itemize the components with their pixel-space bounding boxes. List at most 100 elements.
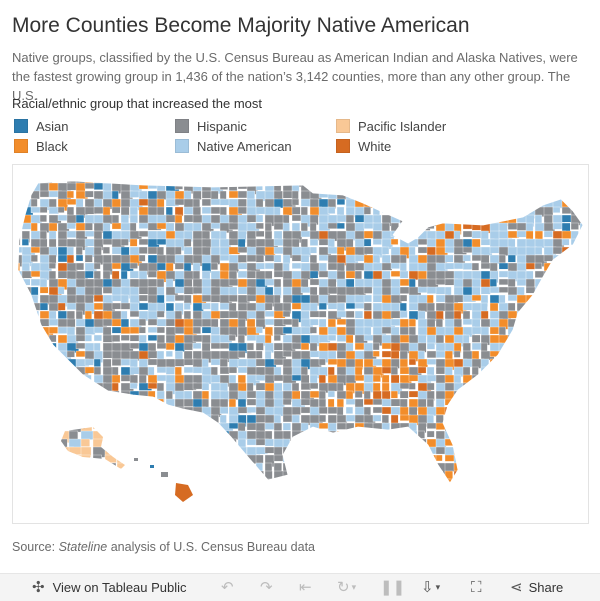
county-cell[interactable] xyxy=(381,302,392,312)
county-cell[interactable] xyxy=(147,438,162,450)
county-cell[interactable] xyxy=(552,310,566,321)
county-cell[interactable] xyxy=(561,462,570,473)
county-cell[interactable] xyxy=(66,462,79,473)
county-cell[interactable] xyxy=(57,374,66,388)
hawaii-county[interactable] xyxy=(175,483,193,502)
county-cell[interactable] xyxy=(318,270,329,278)
county-cell[interactable] xyxy=(93,390,107,401)
county-cell[interactable] xyxy=(382,487,389,498)
county-cell[interactable] xyxy=(516,462,531,474)
county-cell[interactable] xyxy=(104,454,117,463)
county-cell[interactable] xyxy=(534,406,544,416)
county-cell[interactable] xyxy=(39,462,54,472)
county-cell[interactable] xyxy=(211,487,217,498)
county-cell[interactable] xyxy=(471,190,485,198)
county-cell[interactable] xyxy=(579,262,588,272)
county-cell[interactable] xyxy=(111,446,120,456)
county-cell[interactable] xyxy=(381,438,390,447)
county-cell[interactable] xyxy=(462,414,476,424)
county-cell[interactable] xyxy=(399,470,409,478)
county-cell[interactable] xyxy=(138,246,148,254)
county-cell[interactable] xyxy=(309,398,319,409)
county-cell[interactable] xyxy=(237,446,247,458)
county-cell[interactable] xyxy=(372,382,381,392)
county-cell[interactable] xyxy=(156,438,171,451)
county-cell[interactable] xyxy=(525,318,537,331)
county-cell[interactable] xyxy=(255,246,266,257)
county-cell[interactable] xyxy=(309,438,323,452)
county-cell[interactable] xyxy=(273,422,283,431)
county-cell[interactable] xyxy=(282,175,296,186)
county-cell[interactable] xyxy=(543,294,557,302)
county-cell[interactable] xyxy=(471,366,479,376)
county-cell[interactable] xyxy=(309,470,319,482)
county-cell[interactable] xyxy=(21,462,32,472)
county-cell[interactable] xyxy=(471,222,482,231)
county-cell[interactable] xyxy=(580,487,587,495)
county-cell[interactable] xyxy=(417,190,427,201)
county-cell[interactable] xyxy=(399,175,410,185)
county-cell[interactable] xyxy=(507,182,517,190)
county-cell[interactable] xyxy=(579,175,588,183)
county-cell[interactable] xyxy=(13,286,27,296)
county-cell[interactable] xyxy=(534,382,545,392)
county-cell[interactable] xyxy=(517,487,526,496)
county-cell[interactable] xyxy=(426,246,436,256)
county-cell[interactable] xyxy=(75,318,87,327)
county-cell[interactable] xyxy=(57,262,69,273)
county-cell[interactable] xyxy=(534,358,544,366)
county-cell[interactable] xyxy=(327,175,337,184)
county-cell[interactable] xyxy=(183,222,194,233)
county-cell[interactable] xyxy=(561,446,576,454)
county-cell[interactable] xyxy=(480,470,492,477)
county-cell[interactable] xyxy=(444,175,453,185)
county-cell[interactable] xyxy=(228,175,240,186)
county-cell[interactable] xyxy=(75,414,87,427)
county-cell[interactable] xyxy=(399,366,410,375)
county-cell[interactable] xyxy=(399,286,410,294)
county-cell[interactable] xyxy=(264,462,273,473)
county-cell[interactable] xyxy=(273,406,284,417)
county-cell[interactable] xyxy=(120,438,131,451)
county-cell[interactable] xyxy=(282,398,292,406)
county-cell[interactable] xyxy=(255,286,266,297)
county-cell[interactable] xyxy=(129,222,137,233)
county-cell[interactable] xyxy=(381,182,389,190)
county-cell[interactable] xyxy=(157,487,165,497)
county-cell[interactable] xyxy=(525,414,535,423)
county-cell[interactable] xyxy=(363,478,376,488)
county-cell[interactable] xyxy=(57,286,65,295)
county-cell[interactable] xyxy=(579,430,588,439)
county-cell[interactable] xyxy=(174,414,186,425)
county-cell[interactable] xyxy=(192,462,207,471)
county-cell[interactable] xyxy=(489,470,502,483)
county-cell[interactable] xyxy=(165,342,175,351)
county-cell[interactable] xyxy=(570,446,583,457)
county-cell[interactable] xyxy=(210,462,223,472)
county-cell[interactable] xyxy=(507,478,518,488)
county-cell[interactable] xyxy=(579,438,588,449)
county-cell[interactable] xyxy=(498,438,512,450)
county-cell[interactable] xyxy=(264,406,276,417)
county-cell[interactable] xyxy=(165,430,178,439)
county-cell[interactable] xyxy=(21,398,31,409)
county-cell[interactable] xyxy=(570,358,583,366)
legend-item-black[interactable]: Black xyxy=(14,136,68,156)
county-cell[interactable] xyxy=(102,222,111,233)
county-cell[interactable] xyxy=(57,254,69,263)
county-cell[interactable] xyxy=(138,286,150,295)
county-cell[interactable] xyxy=(310,487,323,496)
county-cell[interactable] xyxy=(104,423,117,432)
county-cell[interactable] xyxy=(462,190,475,203)
county-cell[interactable] xyxy=(408,175,421,182)
county-cell[interactable] xyxy=(561,414,575,424)
county-cell[interactable] xyxy=(399,406,409,416)
county-cell[interactable] xyxy=(201,470,216,478)
county-cell[interactable] xyxy=(282,286,292,296)
county-cell[interactable] xyxy=(408,318,416,327)
county-cell[interactable] xyxy=(246,342,254,351)
county-cell[interactable] xyxy=(265,487,274,493)
county-cell[interactable] xyxy=(201,438,212,449)
county-cell[interactable] xyxy=(246,398,258,406)
county-cell[interactable] xyxy=(390,478,403,488)
